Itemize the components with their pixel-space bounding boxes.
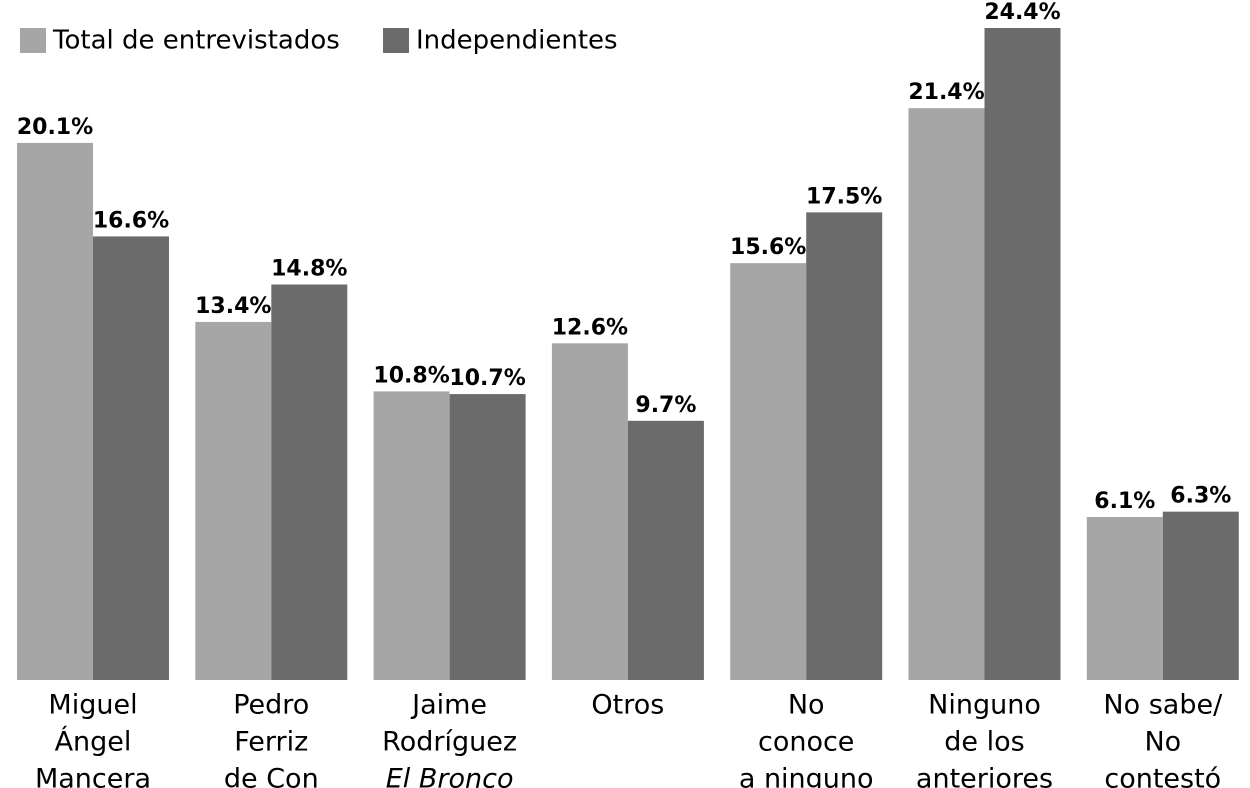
x-tick-label: a ninguno: [739, 764, 874, 788]
value-label: 6.3%: [1170, 484, 1231, 509]
x-tick-label: Miguel: [48, 690, 137, 721]
x-tick-label: No: [1144, 727, 1181, 758]
x-tick-label: El Bronco: [386, 764, 514, 788]
value-label: 10.7%: [449, 366, 525, 391]
x-tick-label: Jaime: [410, 690, 487, 721]
value-label: 16.6%: [93, 208, 169, 233]
bar: [627, 420, 704, 680]
value-label: 20.1%: [17, 115, 93, 140]
value-label: 14.8%: [271, 257, 347, 282]
value-label: 21.4%: [908, 80, 984, 105]
bar: [1162, 511, 1239, 680]
x-tick-label: No: [788, 690, 825, 721]
bar: [551, 343, 628, 680]
value-label: 6.1%: [1094, 489, 1155, 514]
x-tick-label: Ferriz: [234, 727, 308, 758]
value-label: 12.6%: [552, 315, 628, 340]
value-label: 15.6%: [730, 235, 806, 260]
x-tick-label: Pedro: [233, 690, 309, 721]
x-tick-label: conoce: [758, 727, 854, 758]
legend-swatch: [20, 28, 46, 53]
x-tick-label: Otros: [591, 690, 664, 721]
bar: [984, 28, 1061, 680]
x-tick-label: anteriores: [916, 764, 1053, 788]
value-label: 10.8%: [373, 363, 449, 388]
x-tick-label: Ninguno: [928, 690, 1041, 721]
x-tick-label: No sabe/: [1103, 690, 1223, 721]
bar: [1086, 517, 1163, 680]
value-label: 13.4%: [195, 294, 271, 319]
bar: [908, 108, 985, 680]
bar: [449, 394, 526, 680]
x-tick-label: Ángel: [55, 726, 132, 758]
x-tick-label: de Con: [224, 764, 319, 788]
legend-label: Total de entrevistados: [52, 26, 340, 56]
legend-label: Independientes: [416, 26, 618, 56]
value-label: 9.7%: [635, 393, 696, 418]
bar: [17, 142, 93, 681]
bar: [271, 284, 348, 680]
legend-swatch: [383, 28, 409, 53]
x-tick-label: de los: [944, 727, 1024, 758]
value-label: 24.4%: [984, 0, 1060, 25]
bar: [195, 321, 272, 680]
x-tick-label: Rodríguez: [382, 727, 517, 758]
x-tick-label: contestó: [1104, 764, 1221, 788]
bar: [730, 263, 807, 680]
bar: [373, 391, 450, 680]
bar: [93, 236, 169, 681]
value-label: 17.5%: [806, 184, 882, 209]
bar: [806, 212, 883, 680]
x-tick-label: Mancera: [35, 764, 151, 788]
